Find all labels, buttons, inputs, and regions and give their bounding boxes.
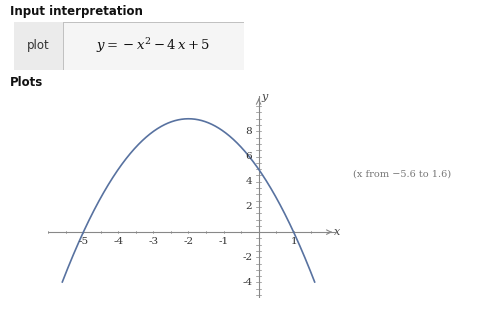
Text: -1: -1 [218, 237, 228, 246]
Text: -4: -4 [242, 278, 252, 287]
Text: Input interpretation: Input interpretation [10, 5, 142, 18]
Text: -4: -4 [114, 237, 124, 246]
Text: 8: 8 [246, 127, 252, 136]
Text: 4: 4 [246, 177, 252, 186]
Text: 1: 1 [290, 237, 297, 246]
Text: -2: -2 [184, 237, 194, 246]
Text: Plots: Plots [10, 76, 43, 89]
Text: 2: 2 [246, 202, 252, 211]
Text: -2: -2 [242, 253, 252, 262]
Text: x: x [334, 227, 340, 237]
Text: (x from −5.6 to 1.6): (x from −5.6 to 1.6) [353, 169, 451, 178]
Text: $y = -x^2 - 4\,x + 5$: $y = -x^2 - 4\,x + 5$ [96, 36, 211, 55]
Text: -5: -5 [78, 237, 88, 246]
FancyBboxPatch shape [14, 22, 244, 70]
FancyBboxPatch shape [14, 22, 63, 70]
Text: -3: -3 [148, 237, 158, 246]
Text: plot: plot [27, 39, 50, 52]
Text: 6: 6 [246, 152, 252, 161]
Text: y: y [261, 92, 268, 102]
